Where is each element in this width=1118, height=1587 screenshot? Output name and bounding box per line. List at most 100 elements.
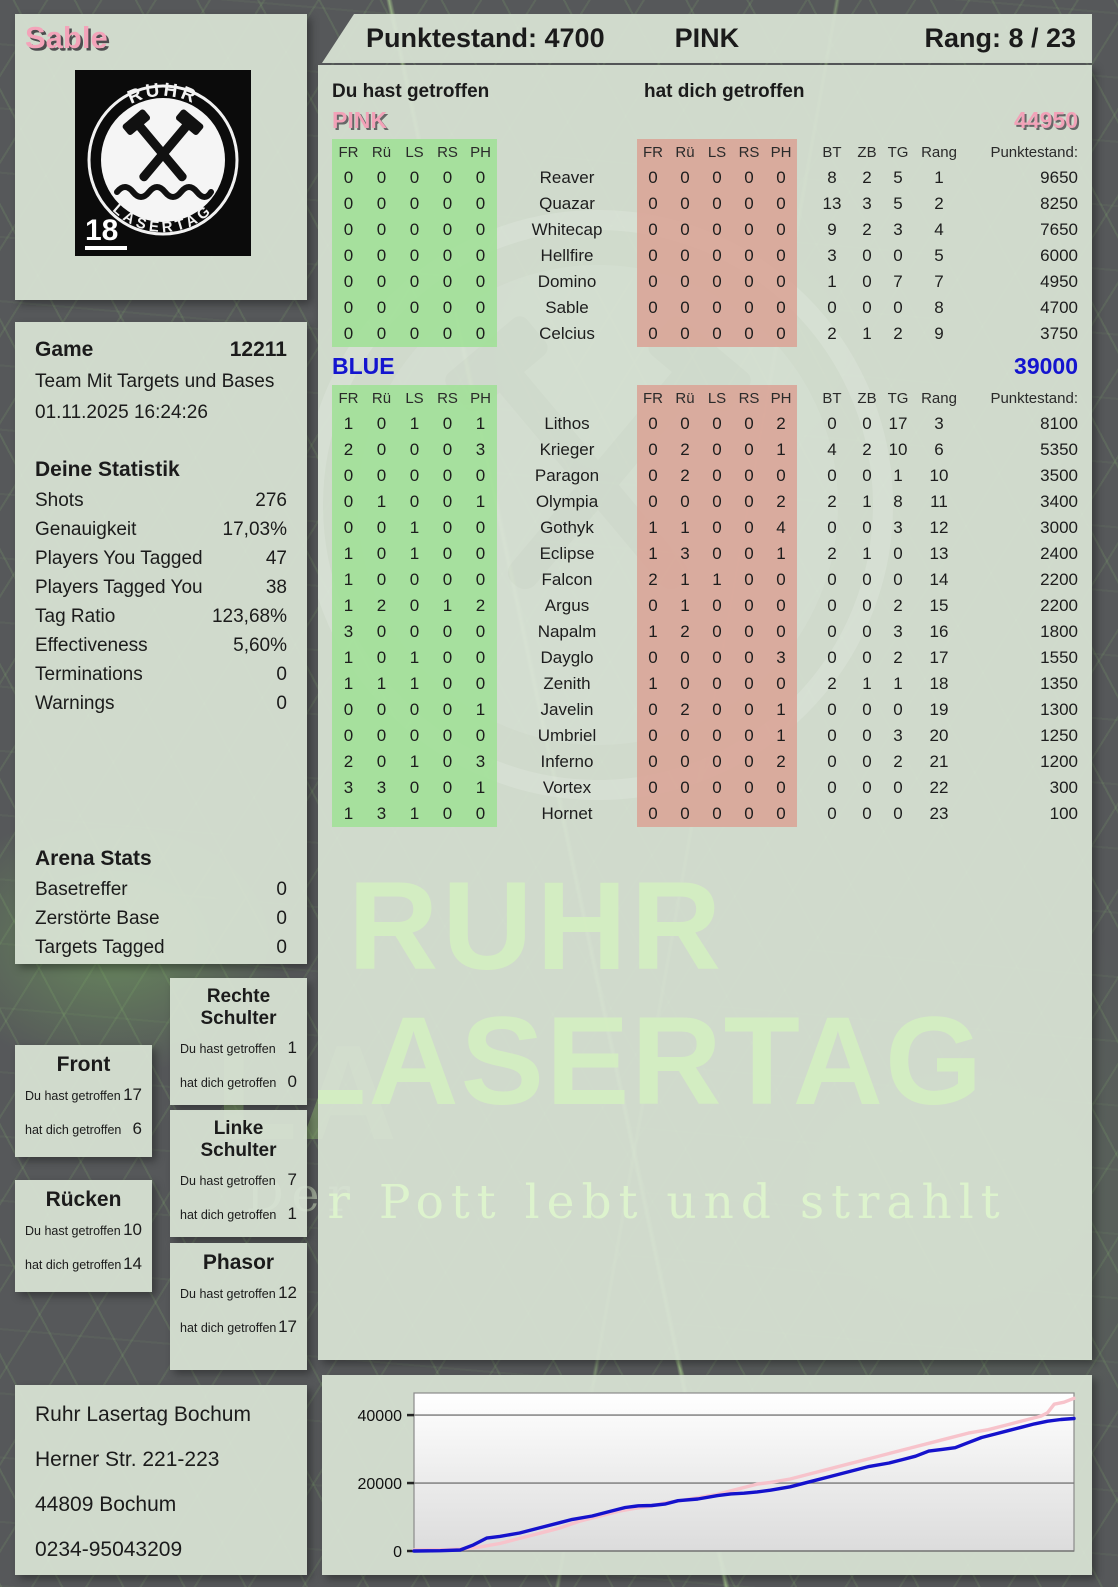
hit-cell: 0 — [744, 726, 754, 745]
meta-cell: 1 — [862, 544, 872, 563]
hit-cell: 0 — [475, 570, 486, 589]
player-name-cell: Eclipse — [539, 544, 595, 563]
score-cell: 1800 — [1040, 622, 1078, 641]
them-hits-group: 0 0 0 0 0 — [637, 217, 797, 243]
meta-cell: 0 — [862, 700, 872, 719]
meta-cell: 0 — [862, 414, 872, 433]
table-header-row: FR Rü LS RS PH FR Rü LS RS PH BT ZB TG Rang Punktestan… — [332, 385, 1078, 411]
team-pink-table: FR Rü LS RS PH FR Rü LS RS PH BT ZB TG Rang Punktestan… — [332, 139, 1078, 347]
y-axis-tick-label: 0 — [393, 1544, 402, 1561]
venue-street: Herner Str. 221-223 — [35, 1448, 220, 1471]
hit-cell: 0 — [343, 220, 354, 239]
you-hit-value: 12 — [278, 1283, 297, 1302]
hit-cell: 0 — [376, 194, 387, 213]
hit-cell: 1 — [409, 648, 420, 667]
hit-cell: 1 — [409, 804, 420, 823]
team-blue-total: 39000 — [1014, 353, 1078, 379]
you-hits-group: 0 0 0 0 0 — [332, 723, 497, 749]
stat-label: Genauigkeit — [35, 519, 137, 540]
meta-cell: 0 — [827, 726, 837, 745]
player-name-cell: Whitecap — [531, 220, 603, 239]
hit-cell: 0 — [475, 622, 486, 641]
them-hits-group: 1 2 0 0 0 — [637, 619, 797, 645]
meta-cell: 0 — [827, 648, 837, 667]
you-hits-group: 1 3 1 0 0 — [332, 801, 497, 827]
hit-cell: 3 — [475, 752, 486, 771]
meta-cell: 0 — [827, 570, 837, 589]
hit-cell: 0 — [712, 466, 722, 485]
stat-row: Targets Tagged 0 — [35, 933, 287, 962]
hit-cell: 0 — [680, 648, 690, 667]
them-hits-group: 0 0 0 0 0 — [637, 321, 797, 347]
hit-cell: 0 — [648, 752, 658, 771]
you-hits-group: 1 2 0 1 2 — [332, 593, 497, 619]
meta-cell: 0 — [862, 726, 872, 745]
stat-value: 0 — [276, 908, 287, 929]
you-hits-group: 1 0 1 0 1 — [332, 411, 497, 437]
hit-cell: 2 — [376, 596, 387, 615]
hit-cell: 0 — [776, 596, 786, 615]
hit-cell: 2 — [475, 596, 486, 615]
meta-cell: 2 — [827, 674, 837, 693]
hit-cell: 0 — [776, 570, 786, 589]
hit-cell: 0 — [680, 414, 690, 433]
player-name-cell: Olympia — [535, 492, 599, 511]
hit-cell: 0 — [648, 272, 658, 291]
meta-cell: 1 — [934, 168, 944, 187]
stat-row: Genauigkeit 17,03% — [35, 515, 287, 544]
score-cell: 8250 — [1040, 194, 1078, 213]
meta-cell: 2 — [827, 544, 837, 563]
hit-cell: 0 — [343, 298, 354, 317]
col-header: LS — [405, 389, 424, 407]
hit-cell: 0 — [744, 298, 754, 317]
hit-cell: 0 — [776, 272, 786, 291]
hit-cell: 0 — [442, 440, 453, 459]
col-header: TG — [887, 389, 909, 407]
card-title: Front — [56, 1053, 111, 1076]
meta-cell: 2 — [893, 596, 903, 615]
hit-cell: 1 — [343, 674, 354, 693]
hit-cell: 0 — [744, 700, 754, 719]
hit-cell: 0 — [712, 298, 722, 317]
hit-cell: 0 — [376, 168, 387, 187]
meta-cell: 0 — [862, 804, 872, 823]
hit-cell: 1 — [409, 752, 420, 771]
stat-row: Players Tagged You 38 — [35, 573, 287, 602]
watermark-text-lasertag: LASERTAG — [318, 992, 985, 1131]
hit-cell: 0 — [442, 778, 453, 797]
hit-cell: 0 — [680, 168, 690, 187]
hit-cell: 0 — [744, 220, 754, 239]
hit-cell: 0 — [648, 596, 658, 615]
hit-cell: 0 — [648, 194, 658, 213]
player-name-cell: Zenith — [543, 674, 591, 693]
hit-cell: 0 — [648, 778, 658, 797]
score-cell: 1200 — [1040, 752, 1078, 771]
you-hits-group: 1 0 1 0 0 — [332, 541, 497, 567]
you-hits-group: 1 0 0 0 0 — [332, 567, 497, 593]
hit-cell: 0 — [409, 272, 420, 291]
table-row: 0 0 1 0 0 Gothyk 1 1 0 0 4 0 0 3 12 3000 — [332, 515, 1078, 541]
hit-cell: 0 — [776, 246, 786, 265]
meta-cell: 7 — [893, 272, 903, 291]
hit-cell: 1 — [680, 570, 690, 589]
watermark-slogan: Der Pott lebt und strahlt — [318, 1175, 1007, 1230]
col-header: Rang — [921, 143, 957, 161]
hit-cell: 0 — [712, 246, 722, 265]
col-header: FR — [338, 389, 359, 407]
them-hits-group: 0 0 0 0 0 — [637, 243, 797, 269]
stat-value: 0 — [276, 693, 287, 714]
score-chart: 0 20000 40000 — [358, 1392, 1076, 1561]
stat-row: Shots 276 — [35, 486, 287, 515]
hit-cell: 0 — [376, 622, 387, 641]
meta-cell: 1 — [862, 492, 872, 511]
hit-cell: 0 — [343, 518, 354, 537]
hit-cell: 0 — [680, 324, 690, 343]
stat-row: Terminations 0 — [35, 660, 287, 689]
hit-cell: 1 — [343, 544, 354, 563]
hit-cell: 0 — [776, 298, 786, 317]
team-pink-total: 44950 — [1014, 107, 1078, 133]
hit-cell: 0 — [343, 492, 354, 511]
stat-row: Players You Tagged 47 — [35, 544, 287, 573]
hit-cell: 1 — [409, 674, 420, 693]
stat-label: Players Tagged You — [35, 577, 203, 598]
